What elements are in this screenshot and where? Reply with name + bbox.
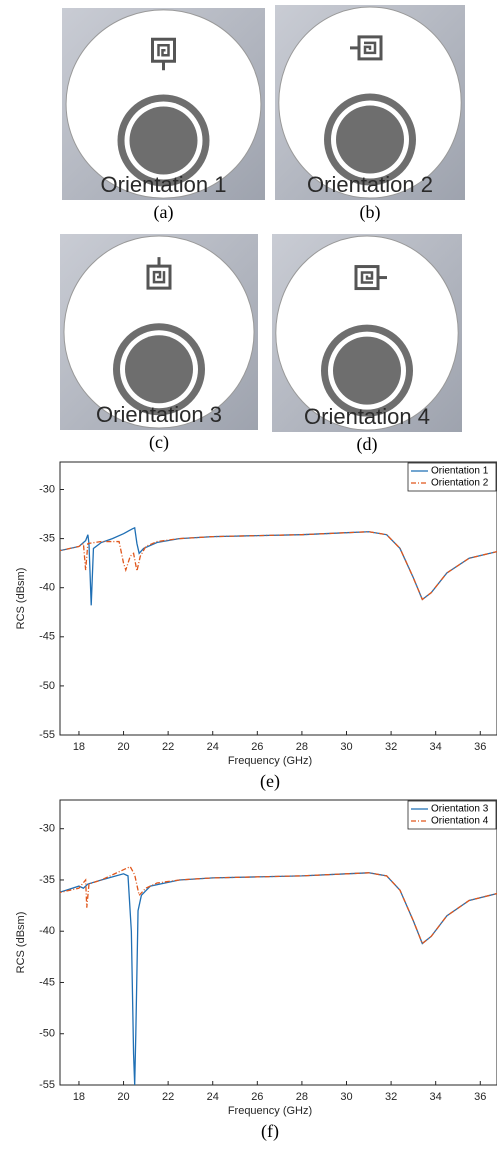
x-tick-label: 32 xyxy=(385,1091,397,1103)
panel-label: Orientation 1 xyxy=(101,172,227,197)
x-tick-label: 30 xyxy=(340,741,352,753)
panel-caption: (d) xyxy=(357,434,378,455)
y-tick-label: -30 xyxy=(39,823,55,835)
panel-label: Orientation 4 xyxy=(304,404,430,429)
panel-caption: (a) xyxy=(154,202,174,223)
y-tick-label: -30 xyxy=(39,483,55,495)
y-axis-label: RCS (dBsm) xyxy=(15,568,27,630)
y-tick-label: -50 xyxy=(39,680,55,692)
x-tick-label: 34 xyxy=(430,741,442,753)
inner-disk xyxy=(130,106,198,174)
x-tick-label: 34 xyxy=(430,1091,442,1103)
inner-disk xyxy=(333,337,401,405)
x-tick-label: 20 xyxy=(117,741,129,753)
chart-caption: (f) xyxy=(261,1121,279,1142)
y-tick-label: -40 xyxy=(39,582,55,594)
x-tick-label: 22 xyxy=(162,741,174,753)
x-tick-label: 24 xyxy=(207,1091,219,1103)
legend-label: Orientation 1 xyxy=(431,466,489,477)
y-tick-label: -45 xyxy=(39,976,55,988)
x-tick-label: 28 xyxy=(296,741,308,753)
figure: Orientation 1 (a) Orientation 2 (b) Orientat… xyxy=(0,0,497,1153)
y-tick-label: -50 xyxy=(39,1028,55,1040)
panel-caption: (b) xyxy=(360,202,381,223)
x-tick-label: 36 xyxy=(474,741,486,753)
legend-label: Orientation 3 xyxy=(431,804,489,815)
panel-label: Orientation 2 xyxy=(307,172,433,197)
y-tick-label: -55 xyxy=(39,729,55,741)
x-tick-label: 26 xyxy=(251,1091,263,1103)
y-tick-label: -35 xyxy=(39,874,55,886)
panel-image xyxy=(272,234,462,432)
x-tick-label: 36 xyxy=(474,1091,486,1103)
inner-disk xyxy=(336,106,404,174)
panel-image xyxy=(275,5,465,200)
y-tick-label: -45 xyxy=(39,631,55,643)
plot-area xyxy=(60,462,497,735)
y-tick-label: -55 xyxy=(39,1079,55,1091)
x-axis-label: Frequency (GHz) xyxy=(228,1105,312,1117)
x-tick-label: 18 xyxy=(73,741,85,753)
y-tick-label: -35 xyxy=(39,533,55,545)
plot-area xyxy=(60,800,497,1085)
x-tick-label: 20 xyxy=(117,1091,129,1103)
x-tick-label: 18 xyxy=(73,1091,85,1103)
panel-label: Orientation 3 xyxy=(96,402,222,427)
panel-image xyxy=(60,234,258,430)
inner-disk xyxy=(125,335,193,403)
x-tick-label: 26 xyxy=(251,741,263,753)
x-tick-label: 30 xyxy=(340,1091,352,1103)
chart-caption: (e) xyxy=(260,771,280,792)
x-tick-label: 32 xyxy=(385,741,397,753)
y-axis-label: RCS (dBsm) xyxy=(15,912,27,974)
y-tick-label: -40 xyxy=(39,925,55,937)
x-tick-label: 24 xyxy=(207,741,219,753)
x-axis-label: Frequency (GHz) xyxy=(228,755,312,767)
panel-caption: (c) xyxy=(149,432,169,453)
legend-label: Orientation 4 xyxy=(431,816,489,827)
legend-label: Orientation 2 xyxy=(431,478,489,489)
x-tick-label: 28 xyxy=(296,1091,308,1103)
x-tick-label: 22 xyxy=(162,1091,174,1103)
